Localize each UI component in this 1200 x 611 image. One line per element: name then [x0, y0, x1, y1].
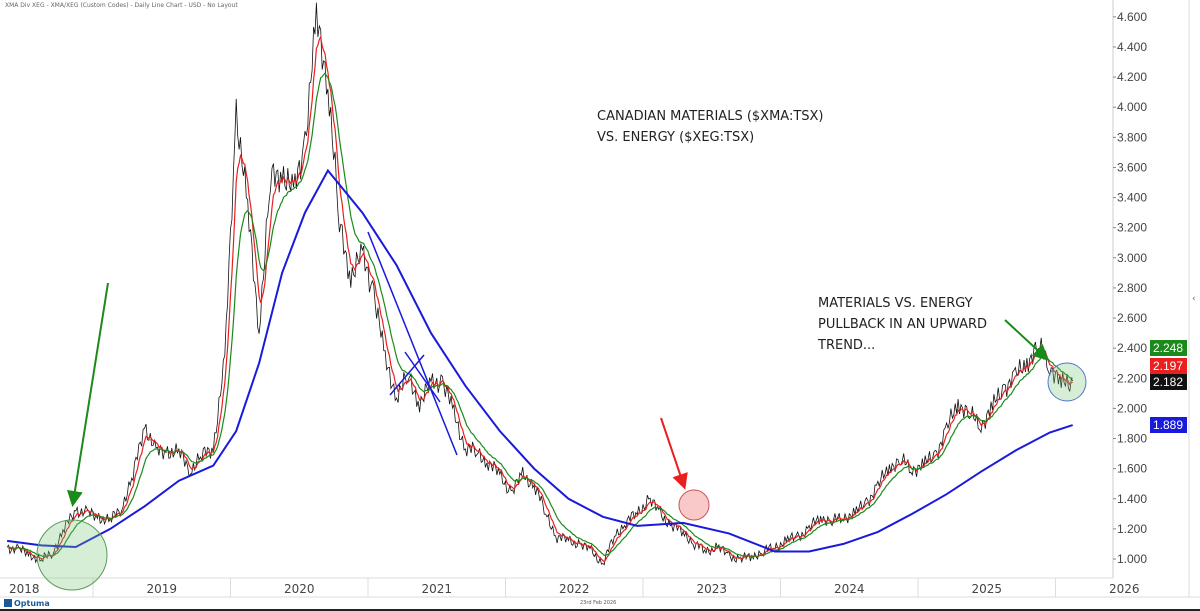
y-tick-label: 1.200	[1117, 522, 1147, 536]
chart-annotation-title: CANADIAN MATERIALS ($XMA:TSX) VS. ENERGY…	[597, 109, 824, 145]
chevron-left-icon[interactable]: ‹	[1192, 294, 1196, 304]
green-arrow-2026	[1004, 319, 1049, 361]
chart-header: XMA Div XEG - XMA/XEG (Custom Codes) - D…	[5, 2, 238, 9]
y-tick-label: 3.400	[1117, 191, 1147, 205]
x-tick-label: 2021	[421, 582, 452, 596]
y-tick-label: 4.600	[1117, 10, 1147, 24]
y-tick-label: 1.000	[1117, 552, 1147, 566]
y-tick-label: 2.400	[1117, 341, 1147, 355]
trendline-triangle-upper	[404, 351, 441, 403]
chart-annotation-note: MATERIALS VS. ENERGY PULLBACK IN AN UPWA…	[818, 296, 988, 353]
last-value-badge	[1150, 417, 1187, 433]
series-price-line	[6, 2, 1074, 566]
y-tick-label: 1.400	[1117, 492, 1147, 506]
last-value-badge	[1150, 340, 1187, 356]
y-tick-label: 3.000	[1117, 251, 1147, 265]
trendline-triangle-lower	[389, 354, 425, 396]
y-tick-label: 3.800	[1117, 130, 1147, 144]
optuma-logo: Optuma	[4, 599, 50, 608]
x-tick-label: 2019	[146, 582, 177, 596]
y-tick-label: 2.200	[1117, 371, 1147, 385]
trendline-down	[367, 231, 458, 456]
y-tick-label: 4.000	[1117, 100, 1147, 114]
y-tick-label: 2.800	[1117, 281, 1147, 295]
green-arrow-2018	[66, 282, 109, 507]
chart-date: 23rd Feb 2026	[580, 600, 617, 606]
last-value-label: 2.248	[1153, 341, 1183, 355]
highlight-circle-2023	[678, 489, 710, 521]
series-short-ma-line	[6, 34, 1073, 563]
last-value-label: 2.197	[1153, 359, 1183, 373]
y-tick-label: 3.200	[1117, 221, 1147, 235]
y-tick-label: 3.600	[1117, 160, 1147, 174]
y-tick-label: 2.000	[1117, 401, 1147, 415]
x-tick-label: 2018	[9, 582, 40, 596]
x-tick-label: 2023	[696, 582, 727, 596]
y-tick-label: 2.600	[1117, 311, 1147, 325]
x-tick-label: 2020	[284, 582, 315, 596]
highlight-circle-2018	[36, 519, 108, 591]
y-tick-label: 4.400	[1117, 40, 1147, 54]
x-tick-label: 2022	[559, 582, 590, 596]
red-arrow-2023	[660, 417, 688, 490]
y-tick-label: 1.800	[1117, 432, 1147, 446]
last-value-badge	[1150, 358, 1187, 374]
last-value-badge	[1150, 374, 1187, 390]
y-tick-label: 4.200	[1117, 70, 1147, 84]
x-tick-label: 2026	[1109, 582, 1140, 596]
y-tick-label: 1.600	[1117, 462, 1147, 476]
x-tick-label: 2024	[834, 582, 865, 596]
x-tick-label: 2025	[971, 582, 1002, 596]
series-long-ma-line	[6, 168, 1074, 553]
last-value-label: 1.889	[1153, 418, 1183, 432]
series-mid-ma-line	[6, 72, 1073, 558]
last-value-label: 2.182	[1153, 375, 1183, 389]
highlight-circle-2026	[1047, 362, 1087, 402]
